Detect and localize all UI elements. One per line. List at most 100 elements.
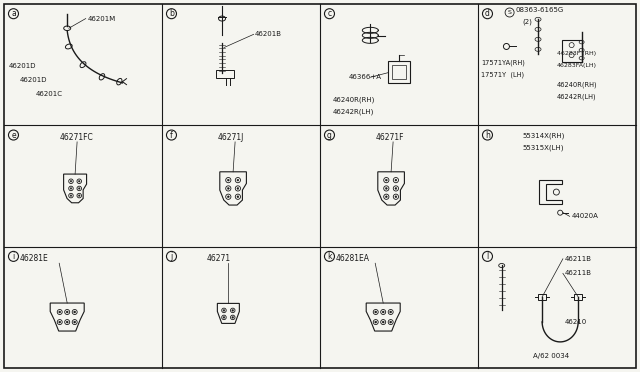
Ellipse shape: [385, 179, 387, 181]
Polygon shape: [63, 174, 86, 203]
Circle shape: [8, 9, 19, 19]
Ellipse shape: [232, 310, 234, 311]
Ellipse shape: [59, 311, 61, 313]
Ellipse shape: [77, 186, 81, 191]
Ellipse shape: [74, 311, 76, 313]
Ellipse shape: [221, 315, 226, 320]
Ellipse shape: [237, 179, 239, 181]
Polygon shape: [220, 172, 246, 205]
Ellipse shape: [65, 310, 70, 314]
Text: 46201D: 46201D: [20, 77, 47, 83]
Text: 44020A: 44020A: [572, 213, 598, 219]
Text: 46201M: 46201M: [88, 16, 116, 22]
Text: 46201B: 46201B: [255, 31, 282, 37]
Ellipse shape: [65, 320, 70, 325]
Ellipse shape: [227, 196, 229, 198]
Text: j: j: [170, 252, 173, 261]
Circle shape: [324, 251, 335, 262]
Ellipse shape: [227, 179, 229, 181]
Text: a: a: [11, 9, 16, 18]
Ellipse shape: [66, 321, 68, 323]
Ellipse shape: [79, 180, 80, 182]
Bar: [392, 65, 406, 79]
Text: 46210: 46210: [565, 319, 587, 325]
Ellipse shape: [395, 179, 397, 181]
Text: 46240R(RH): 46240R(RH): [557, 81, 598, 88]
Ellipse shape: [384, 186, 389, 191]
Text: 46271: 46271: [206, 254, 230, 263]
Ellipse shape: [374, 321, 377, 323]
Text: 46242R(LH): 46242R(LH): [333, 108, 374, 115]
Ellipse shape: [79, 187, 80, 189]
Ellipse shape: [385, 196, 387, 198]
Ellipse shape: [230, 315, 235, 320]
Ellipse shape: [382, 321, 384, 323]
Ellipse shape: [66, 311, 68, 313]
Ellipse shape: [393, 177, 399, 183]
Ellipse shape: [57, 310, 62, 314]
Ellipse shape: [57, 320, 62, 325]
Ellipse shape: [226, 177, 231, 183]
Ellipse shape: [59, 321, 61, 323]
Ellipse shape: [74, 321, 76, 323]
Text: 46271F: 46271F: [375, 133, 404, 142]
Ellipse shape: [230, 308, 235, 312]
Text: 46283FA(LH): 46283FA(LH): [557, 63, 597, 68]
Ellipse shape: [79, 195, 80, 196]
Text: 46201C: 46201C: [36, 91, 63, 97]
Text: c: c: [328, 9, 332, 18]
Ellipse shape: [72, 310, 77, 314]
Polygon shape: [540, 180, 563, 204]
Ellipse shape: [390, 321, 392, 323]
Bar: [216, 70, 234, 77]
Ellipse shape: [388, 320, 393, 325]
Ellipse shape: [395, 187, 397, 189]
Text: 46201D: 46201D: [9, 63, 36, 69]
Polygon shape: [218, 304, 239, 323]
Circle shape: [166, 251, 177, 262]
Ellipse shape: [393, 194, 399, 199]
Text: 46211B: 46211B: [565, 270, 592, 276]
Ellipse shape: [384, 194, 389, 199]
Text: 08363-6165G: 08363-6165G: [516, 7, 564, 13]
Text: f: f: [170, 131, 173, 140]
Ellipse shape: [70, 187, 72, 189]
Text: e: e: [11, 131, 16, 140]
Ellipse shape: [385, 187, 387, 189]
Text: 46281E: 46281E: [20, 254, 49, 263]
Ellipse shape: [227, 187, 229, 189]
Circle shape: [8, 130, 19, 140]
Ellipse shape: [237, 187, 239, 189]
Ellipse shape: [374, 311, 377, 313]
Text: 46211B: 46211B: [565, 256, 592, 262]
Text: 46242R(LH): 46242R(LH): [557, 94, 596, 100]
Ellipse shape: [390, 311, 392, 313]
Ellipse shape: [226, 194, 231, 199]
Bar: [574, 294, 582, 300]
Text: 46283F (RH): 46283F (RH): [557, 51, 596, 56]
Text: d: d: [485, 9, 490, 18]
Polygon shape: [50, 303, 84, 331]
Circle shape: [166, 130, 177, 140]
Ellipse shape: [236, 194, 241, 199]
Ellipse shape: [70, 180, 72, 182]
Ellipse shape: [388, 310, 393, 314]
Text: 46271FC: 46271FC: [60, 133, 93, 142]
Text: 17571YA(RH): 17571YA(RH): [481, 60, 525, 66]
Ellipse shape: [381, 320, 386, 325]
Text: (2): (2): [522, 18, 532, 25]
Ellipse shape: [223, 317, 225, 318]
Text: 55314X(RH): 55314X(RH): [522, 132, 564, 139]
Ellipse shape: [223, 310, 225, 311]
Text: 55315X(LH): 55315X(LH): [522, 145, 564, 151]
Ellipse shape: [70, 195, 72, 196]
Text: 46240R(RH): 46240R(RH): [333, 96, 375, 103]
Text: h: h: [485, 131, 490, 140]
Ellipse shape: [236, 186, 241, 191]
Bar: [538, 294, 546, 300]
Ellipse shape: [373, 310, 378, 314]
Circle shape: [324, 130, 335, 140]
Text: 46271J: 46271J: [218, 133, 244, 142]
Ellipse shape: [68, 193, 73, 198]
Text: k: k: [327, 252, 332, 261]
